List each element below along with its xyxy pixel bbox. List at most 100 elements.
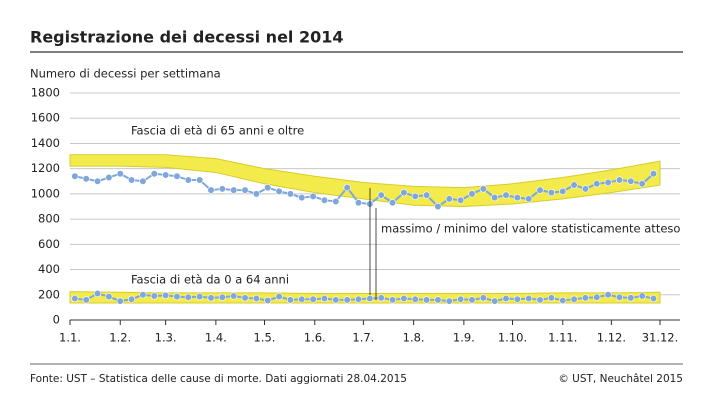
data-point: [445, 195, 453, 203]
data-point: [354, 199, 363, 207]
data-point: [649, 294, 658, 303]
data-point: [275, 293, 283, 301]
data-point: [445, 297, 453, 305]
y-tick-label: 200: [38, 287, 60, 301]
data-point: [116, 297, 124, 305]
data-point: [638, 292, 646, 300]
x-tick-label: 1.4.: [205, 331, 227, 345]
data-point: [332, 197, 340, 206]
data-point: [513, 194, 521, 202]
data-point: [479, 294, 487, 302]
data-point: [491, 297, 499, 305]
data-point: [570, 295, 578, 303]
data-point: [457, 196, 465, 204]
y-tick-label: 800: [38, 212, 60, 226]
data-point: [139, 291, 147, 299]
data-point: [615, 176, 624, 184]
data-point: [150, 170, 158, 178]
data-point: [207, 294, 215, 302]
data-point: [513, 295, 521, 303]
data-point: [230, 292, 238, 300]
data-point: [298, 295, 306, 303]
data-point: [343, 296, 351, 304]
data-point: [173, 172, 181, 180]
data-point: [264, 183, 272, 192]
x-tick-label: 1.3.: [155, 331, 177, 345]
data-point: [570, 181, 578, 189]
data-point: [230, 186, 238, 194]
data-point: [105, 293, 113, 301]
x-tick-label: 1.5.: [254, 331, 276, 345]
data-point: [127, 295, 136, 303]
y-tick-label: 1800: [31, 86, 60, 100]
data-point: [581, 294, 590, 302]
data-point: [525, 294, 533, 303]
expected-band: [69, 154, 661, 208]
data-point: [286, 190, 295, 198]
data-point: [162, 291, 170, 300]
x-tick-label: 1.12.: [597, 331, 626, 345]
data-point: [411, 192, 419, 201]
x-tick-label: 1.10.: [498, 331, 527, 345]
data-point: [93, 289, 102, 298]
data-point: [604, 178, 612, 187]
data-point: [615, 293, 624, 301]
data-point: [71, 172, 79, 180]
data-point: [547, 294, 556, 302]
subtitle: Numero di decessi per settimana: [30, 67, 221, 81]
data-point: [320, 294, 329, 303]
data-point: [82, 296, 90, 304]
data-point: [593, 293, 601, 301]
data-point: [309, 192, 317, 201]
series-line: [74, 292, 654, 303]
y-tick-label: 1400: [31, 136, 60, 150]
data-point: [638, 180, 646, 188]
y-tick-label: 0: [53, 313, 60, 327]
data-point: [377, 294, 385, 302]
x-tick-label: 1.8.: [403, 331, 425, 345]
data-point: [400, 294, 408, 303]
x-tick-label: 1.7.: [352, 331, 374, 345]
data-point: [71, 294, 79, 303]
data-point: [184, 293, 192, 301]
data-point: [479, 185, 487, 193]
data-point: [604, 291, 612, 299]
data-point: [275, 187, 283, 195]
data-point: [252, 190, 261, 198]
data-point: [105, 173, 113, 182]
x-tick-label: 1.9.: [453, 331, 475, 345]
data-point: [264, 296, 272, 305]
data-point: [547, 189, 556, 197]
expected-band: [69, 291, 661, 304]
data-point: [536, 186, 544, 194]
data-point: [536, 296, 544, 304]
data-point: [468, 190, 476, 198]
data-point: [593, 180, 601, 188]
data-point: [93, 177, 102, 185]
y-tick-label: 1000: [31, 186, 60, 200]
data-point: [116, 170, 124, 178]
data-point: [218, 293, 226, 301]
data-point: [173, 293, 181, 301]
data-point: [457, 295, 465, 303]
data-point: [388, 296, 397, 304]
footer-source: Fonte: UST – Statistica delle cause di m…: [30, 373, 407, 385]
data-point: [241, 186, 249, 194]
y-tick-label: 1600: [31, 111, 60, 125]
data-point: [354, 295, 363, 303]
data-point: [332, 296, 340, 304]
footer-copyright: © UST, Neuchâtel 2015: [558, 373, 683, 385]
data-point: [559, 296, 567, 305]
data-point: [400, 189, 408, 197]
data-point: [491, 194, 499, 202]
x-tick-label: 1.1.: [59, 331, 81, 345]
data-point: [218, 185, 226, 193]
annotation: Fascia di età da 0 a 64 anni: [131, 273, 289, 287]
y-tick-label: 400: [38, 262, 60, 276]
data-point: [286, 296, 295, 304]
data-point: [343, 183, 351, 192]
data-point: [422, 191, 431, 199]
data-point: [627, 177, 635, 185]
data-point: [468, 296, 476, 304]
